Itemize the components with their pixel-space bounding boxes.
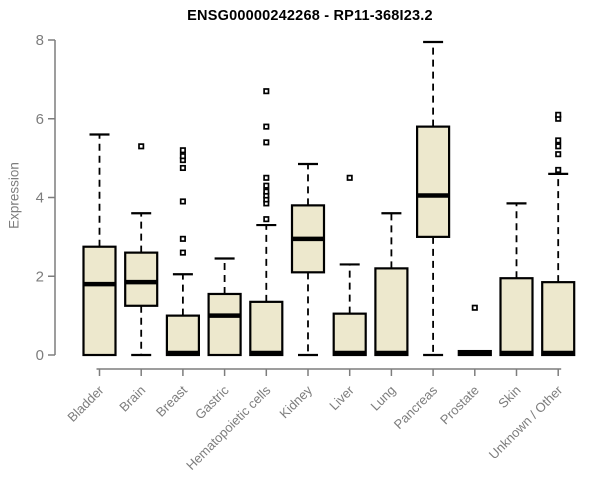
outlier-point (555, 143, 562, 150)
outlier-point (263, 123, 270, 130)
x-tick-label: Brain (116, 383, 148, 415)
y-tick-label: 2 (36, 268, 44, 285)
iqr-box (165, 314, 200, 357)
box-bladder (82, 133, 117, 357)
iqr-box (124, 251, 159, 307)
outlier-point (555, 166, 562, 173)
outlier-point (263, 188, 270, 195)
box-skin (499, 202, 534, 357)
outlier-point (263, 174, 270, 181)
box-prostate (457, 304, 492, 357)
iqr-box (332, 312, 367, 357)
outlier-point (555, 151, 562, 158)
y-tick-label: 8 (36, 32, 44, 49)
outlier-point (179, 198, 186, 205)
x-tick-label: Lung (367, 383, 398, 414)
y-axis (48, 39, 56, 356)
box-hematopoietic-cells (249, 88, 284, 357)
x-tick-label: Bladder (64, 382, 107, 425)
x-axis (96, 368, 562, 376)
iqr-box (499, 277, 534, 357)
x-tick-label: Prostate (437, 383, 482, 428)
box-kidney (290, 162, 326, 357)
box-unknown-other (541, 111, 576, 357)
outlier-point (471, 304, 478, 311)
outlier-point (555, 111, 562, 118)
outlier-point (179, 249, 186, 256)
x-tick-label: Pancreas (391, 382, 441, 432)
outlier-point (179, 153, 186, 160)
x-tick-label: Unknown / Other (486, 382, 566, 462)
chart-title: ENSG00000242268 - RP11-368I23.2 (187, 8, 433, 24)
outlier-point (179, 235, 186, 242)
x-tick-label: Skin (495, 383, 523, 411)
iqr-box (207, 292, 242, 357)
box-pancreas (416, 40, 451, 357)
outlier-point (346, 174, 353, 181)
x-tick-label: Gastric (192, 382, 232, 422)
x-tick-label: Kidney (276, 382, 315, 421)
x-tick-label: Liver (326, 382, 357, 413)
x-tick-label: Breast (153, 382, 190, 419)
iqr-box (541, 281, 576, 357)
iqr-box (374, 267, 409, 357)
box-brain (124, 143, 159, 357)
outlier-point (263, 182, 270, 189)
y-tick-label: 6 (36, 111, 44, 128)
outlier-point (179, 147, 186, 154)
iqr-box (416, 125, 451, 238)
outlier-point (555, 137, 562, 144)
box-liver (332, 174, 367, 357)
y-tick-label: 0 (36, 347, 44, 364)
y-tick-labels: 0 2 4 6 8 (36, 32, 44, 364)
outlier-point (263, 88, 270, 95)
box-lung (374, 212, 409, 357)
outlier-point (179, 164, 186, 172)
outlier-point (138, 143, 145, 150)
outlier-point (263, 139, 270, 146)
iqr-box (82, 245, 117, 357)
box-breast (165, 147, 200, 357)
iqr-box (249, 300, 284, 357)
outlier-point (263, 216, 270, 223)
box-gastric (207, 257, 242, 357)
y-tick-label: 4 (36, 190, 44, 207)
